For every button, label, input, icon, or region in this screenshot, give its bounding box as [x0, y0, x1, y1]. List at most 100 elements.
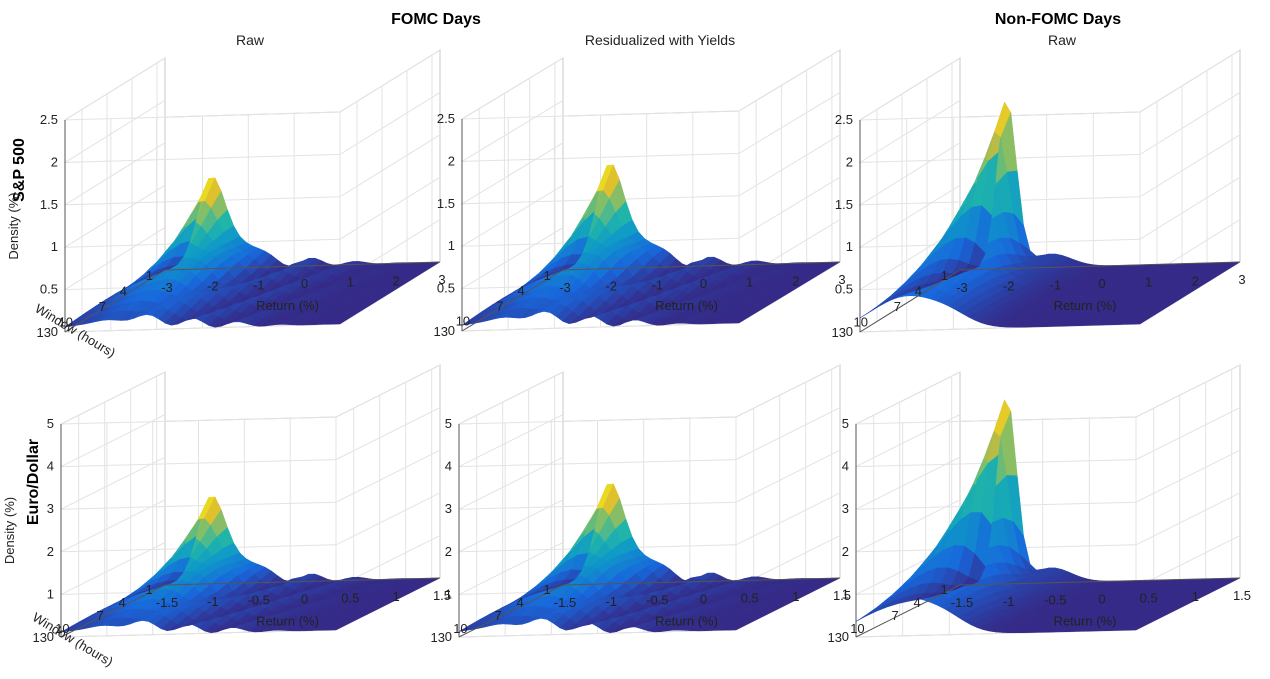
y-tick-label: 4: [913, 595, 920, 610]
z-tick-label: 2: [846, 154, 853, 169]
y-tick-label: 7: [494, 608, 501, 623]
y-tick-label: 13: [33, 630, 47, 645]
z-tick-label: 0.5: [40, 282, 58, 297]
x-tick-label: -2: [1003, 279, 1015, 294]
x-tick-label: -1.5: [156, 595, 178, 610]
x-axis-line: [562, 261, 841, 271]
x-tick-label: 0: [1098, 592, 1105, 607]
y-tick-label: 7: [99, 299, 106, 314]
z-tick-label: 0: [846, 324, 853, 339]
z-tick-label: 2.5: [835, 112, 853, 127]
z-tick-label: 1: [47, 586, 54, 601]
z-tick-label: 2: [842, 544, 849, 559]
z-axis-label: Density (%): [2, 497, 17, 564]
z-tick-label: 0: [842, 629, 849, 644]
x-tick-label: 0: [700, 592, 707, 607]
y-tick-label: 10: [850, 621, 864, 636]
y-tick-label: 13: [832, 325, 846, 340]
x-tick-label: 1.5: [833, 588, 851, 603]
z-tick-label: 1: [51, 239, 58, 254]
y-tick-label: 4: [517, 283, 524, 298]
y-tick-label: 13: [828, 630, 842, 645]
x-tick-label: -3: [161, 280, 173, 295]
z-tick-label: 4: [47, 459, 54, 474]
y-tick-label: 13: [434, 324, 448, 339]
x-tick-label: -0.5: [247, 593, 269, 608]
y-tick-label: 10: [453, 621, 467, 636]
y-tick-label: 10: [55, 621, 69, 636]
group-title-non-fomc: Non-FOMC Days: [995, 11, 1121, 28]
x-tick-label: 3: [838, 272, 845, 287]
z-tick-label: 1: [842, 586, 849, 601]
x-axis-line: [164, 261, 441, 271]
y-axis-line: [859, 269, 961, 333]
y-tick-label: 4: [915, 283, 922, 298]
y-tick-label: 7: [891, 608, 898, 623]
x-axis-line: [164, 577, 441, 586]
x-axis-label: Return (%): [655, 298, 718, 313]
x-tick-label: 1: [1145, 275, 1152, 290]
x-tick-label: 0.5: [341, 590, 359, 605]
x-axis-line: [562, 577, 841, 586]
x-axis-label: Return (%): [256, 298, 319, 313]
z-tick-label: 5: [842, 416, 849, 431]
x-tick-label: -1.5: [951, 595, 973, 610]
panel-title: Raw: [236, 32, 265, 48]
z-tick-label: 1.5: [437, 196, 455, 211]
x-tick-label: -0.5: [646, 593, 668, 608]
z-tick-label: 1.5: [835, 197, 853, 212]
x-tick-label: 1.5: [433, 588, 451, 603]
z-tick-label: 0: [47, 629, 54, 644]
z-axis-label: Density (%): [6, 192, 21, 259]
x-tick-label: 2: [1192, 273, 1199, 288]
y-tick-label: 10: [854, 314, 868, 329]
x-axis-label: Return (%): [1054, 614, 1117, 629]
x-tick-label: 0: [301, 592, 308, 607]
z-tick-label: 2.5: [40, 112, 58, 127]
x-axis-label: Return (%): [655, 614, 718, 629]
y-tick-label: 1: [146, 268, 153, 283]
panel-title: Raw: [1048, 32, 1077, 48]
z-tick-label: 2: [445, 544, 452, 559]
x-tick-label: -1: [253, 277, 265, 292]
y-axis-line: [64, 269, 166, 333]
z-tick-label: 0: [448, 323, 455, 338]
y-tick-label: 1: [544, 268, 551, 283]
y-tick-label: 13: [431, 630, 445, 645]
z-tick-label: 0.5: [835, 282, 853, 297]
z-tick-label: 1: [846, 239, 853, 254]
x-axis-label: Return (%): [1054, 298, 1117, 313]
group-title-fomc: FOMC Days: [391, 11, 481, 28]
x-tick-label: 3: [438, 272, 445, 287]
x-tick-label: 2: [393, 273, 400, 288]
x-tick-label: 0.5: [1140, 590, 1158, 605]
z-tick-label: 2: [448, 153, 455, 168]
y-tick-label: 1: [941, 268, 948, 283]
x-tick-label: 1: [1192, 589, 1199, 604]
y-tick-label: 1: [940, 582, 947, 597]
z-tick-label: 4: [842, 459, 849, 474]
z-tick-label: 2: [51, 154, 58, 169]
x-tick-label: -1: [1003, 594, 1015, 609]
y-tick-label: 1: [145, 582, 152, 597]
y-tick-label: 1: [543, 582, 550, 597]
y-tick-label: 13: [37, 325, 51, 340]
x-axis-line: [959, 261, 1241, 271]
x-tick-label: 1: [792, 589, 799, 604]
y-tick-label: 7: [96, 608, 103, 623]
z-tick-label: 4: [445, 459, 452, 474]
x-tick-label: 2: [792, 273, 799, 288]
x-tick-label: -3: [559, 280, 571, 295]
y-axis-line: [458, 584, 564, 638]
x-tick-label: -1.5: [554, 595, 576, 610]
y-tick-label: 7: [496, 298, 503, 313]
y-tick-label: 10: [59, 314, 73, 329]
x-tick-label: -1: [605, 594, 617, 609]
